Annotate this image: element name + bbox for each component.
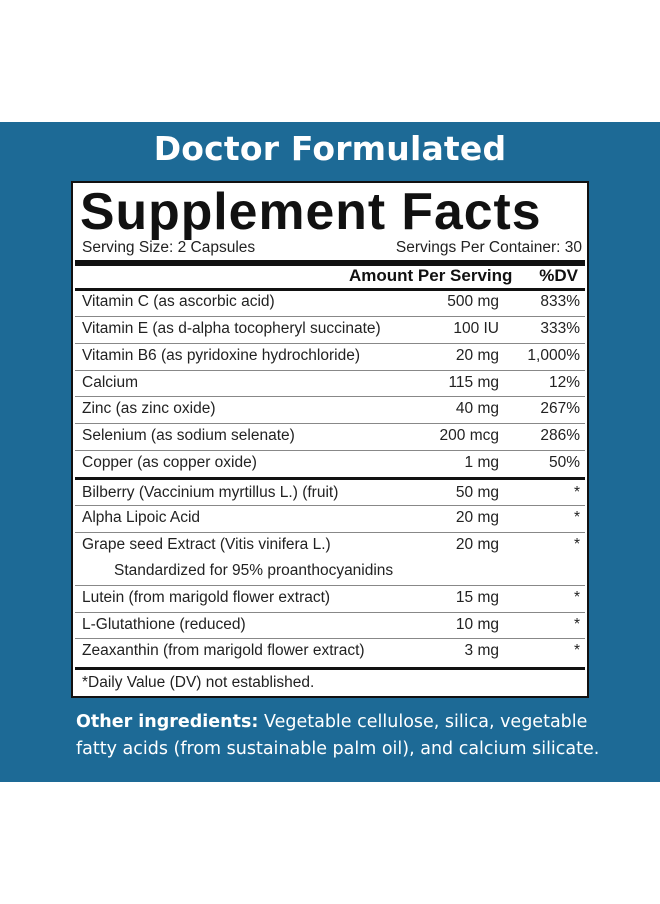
nutrient-row: Selenium (as sodium selenate) 200 mcg 28… bbox=[82, 423, 582, 449]
ingredient-amount: 20 mg bbox=[455, 536, 499, 553]
divider-section bbox=[75, 477, 585, 480]
row-divider bbox=[75, 450, 585, 451]
facts-title: Supplement Facts bbox=[80, 183, 542, 241]
ingredient-row: Alpha Lipoic Acid 20 mg * bbox=[82, 505, 582, 531]
row-divider bbox=[75, 505, 585, 506]
ingredient-dv: * bbox=[573, 484, 580, 501]
ingredient-dv: * bbox=[573, 616, 580, 633]
ingredient-name: Bilberry (Vaccinium myrtillus L.) (fruit… bbox=[82, 484, 339, 501]
nutrient-dv: 50% bbox=[548, 454, 580, 471]
nutrient-name: Copper (as copper oxide) bbox=[82, 454, 257, 471]
ingredient-row: Grape seed Extract (Vitis vinifera L.) 2… bbox=[82, 532, 582, 558]
other-ingredients: Other ingredients: Vegetable cellulose, … bbox=[76, 709, 616, 765]
nutrient-amount: 40 mg bbox=[455, 400, 499, 417]
row-divider bbox=[75, 423, 585, 424]
nutrient-dv: 286% bbox=[540, 427, 580, 444]
ingredient-amount: 50 mg bbox=[455, 484, 499, 501]
other-ingredients-label: Other ingredients: bbox=[76, 712, 259, 732]
nutrient-row: Copper (as copper oxide) 1 mg 50% bbox=[82, 450, 582, 476]
serving-size: Serving Size: 2 Capsules bbox=[82, 239, 256, 256]
nutrient-amount: 20 mg bbox=[455, 347, 499, 364]
nutrient-dv: 333% bbox=[540, 320, 580, 337]
nutrient-amount: 1 mg bbox=[464, 454, 499, 471]
nutrient-name: Vitamin E (as d-alpha tocopheryl succina… bbox=[82, 320, 381, 337]
nutrient-name: Calcium bbox=[82, 374, 138, 391]
nutrient-amount: 115 mg bbox=[448, 374, 499, 391]
row-divider bbox=[75, 612, 585, 613]
ingredient-name: Lutein (from marigold flower extract) bbox=[82, 589, 331, 606]
ingredient-amount: 20 mg bbox=[455, 509, 499, 526]
supplement-facts-panel: Supplement Facts Serving Size: 2 Capsule… bbox=[71, 181, 589, 698]
ingredient-name: Zeaxanthin (from marigold flower extract… bbox=[82, 642, 365, 659]
ingredient-name: L-Glutathione (reduced) bbox=[82, 616, 246, 633]
nutrient-name: Vitamin C (as ascorbic acid) bbox=[82, 293, 275, 310]
nutrient-name: Zinc (as zinc oxide) bbox=[82, 400, 216, 417]
nutrient-amount: 200 mcg bbox=[439, 427, 499, 444]
nutrient-row: Calcium 115 mg 12% bbox=[82, 370, 582, 396]
ingredient-standardization: Standardized for 95% proanthocyanidins bbox=[114, 562, 394, 579]
row-divider bbox=[75, 316, 585, 317]
ingredient-row: Zeaxanthin (from marigold flower extract… bbox=[82, 638, 582, 664]
column-dv: %DV bbox=[539, 266, 578, 285]
nutrient-row: Zinc (as zinc oxide) 40 mg 267% bbox=[82, 396, 582, 422]
nutrient-amount: 100 IU bbox=[453, 320, 499, 337]
nutrient-dv: 1,000% bbox=[527, 347, 580, 364]
ingredient-row: Bilberry (Vaccinium myrtillus L.) (fruit… bbox=[82, 480, 582, 506]
ingredient-dv: * bbox=[573, 536, 580, 553]
other-ingredients-text: Vegetable cellulose, silica, vegetable f… bbox=[76, 712, 600, 759]
ingredient-subrow: Standardized for 95% proanthocyanidins bbox=[82, 558, 582, 584]
nutrient-amount: 500 mg bbox=[447, 293, 499, 310]
ingredient-row: Lutein (from marigold flower extract) 15… bbox=[82, 585, 582, 611]
column-amount-per-serving: Amount Per Serving bbox=[349, 266, 513, 285]
servings-per-container: Servings Per Container: 30 bbox=[395, 239, 582, 256]
nutrient-dv: 12% bbox=[548, 374, 580, 391]
row-divider bbox=[75, 343, 585, 344]
divider-header bbox=[75, 288, 585, 291]
nutrient-name: Selenium (as sodium selenate) bbox=[82, 427, 295, 444]
ingredient-dv: * bbox=[573, 509, 580, 526]
ingredient-name: Grape seed Extract (Vitis vinifera L.) bbox=[82, 536, 331, 553]
ingredient-dv: * bbox=[573, 589, 580, 606]
row-divider bbox=[75, 638, 585, 639]
ingredient-dv: * bbox=[573, 642, 580, 659]
divider-footnote bbox=[75, 667, 585, 670]
ingredient-amount: 3 mg bbox=[464, 642, 499, 659]
ingredient-name: Alpha Lipoic Acid bbox=[82, 509, 201, 526]
nutrient-row: Vitamin B6 (as pyridoxine hydrochloride)… bbox=[82, 343, 582, 369]
footnote: *Daily Value (DV) not established. bbox=[82, 674, 315, 691]
nutrient-row: Vitamin C (as ascorbic acid) 500 mg 833% bbox=[82, 289, 582, 315]
row-divider bbox=[75, 532, 585, 533]
nutrient-dv: 267% bbox=[540, 400, 580, 417]
row-divider bbox=[75, 370, 585, 371]
nutrient-dv: 833% bbox=[540, 293, 580, 310]
nutrient-row: Vitamin E (as d-alpha tocopheryl succina… bbox=[82, 316, 582, 342]
row-divider bbox=[75, 585, 585, 586]
ingredient-amount: 10 mg bbox=[455, 616, 499, 633]
serving-info: Serving Size: 2 Capsules Servings Per Co… bbox=[82, 238, 582, 258]
headline: Doctor Formulated bbox=[153, 129, 507, 168]
ingredient-amount: 15 mg bbox=[455, 589, 499, 606]
ingredient-row: L-Glutathione (reduced) 10 mg * bbox=[82, 612, 582, 638]
nutrient-name: Vitamin B6 (as pyridoxine hydrochloride) bbox=[82, 347, 360, 364]
divider-thick bbox=[75, 260, 585, 266]
row-divider bbox=[75, 396, 585, 397]
